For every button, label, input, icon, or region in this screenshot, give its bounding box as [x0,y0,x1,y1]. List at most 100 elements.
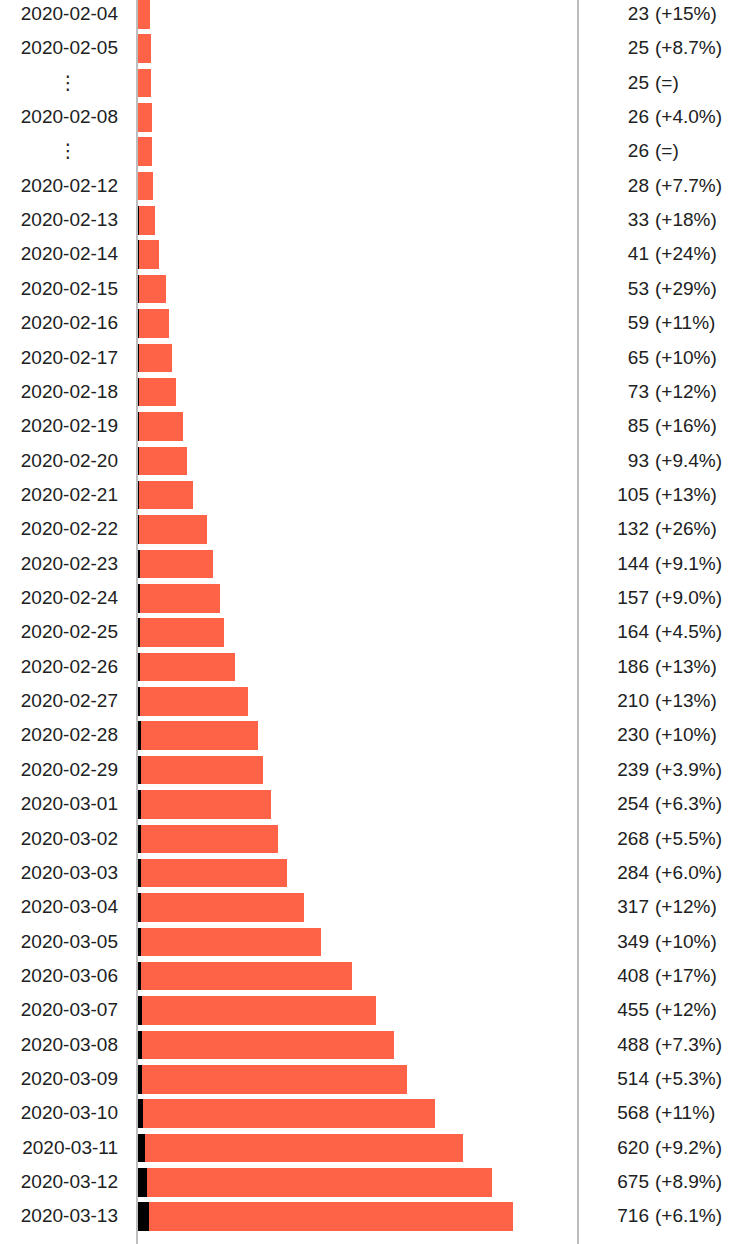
date-label: 2020-03-06 [18,962,118,991]
chart-row: 2020-03-06408(+17%) [0,962,755,991]
value-label: 85 [578,412,649,441]
date-label: 2020-02-04 [18,0,118,29]
value-label: 132 [578,515,649,544]
cases-bar-segment [139,240,160,269]
chart-row: 2020-02-27 210(+13%) [0,687,755,716]
value-label: 73 [578,378,649,407]
value-label: 675 [578,1168,649,1197]
date-label: 2020-02-28 [18,721,118,750]
bar-track [138,309,169,338]
change-percent-label: (+16%) [655,412,717,441]
date-label: 2020-02-16 [18,309,118,338]
bar-track [138,687,248,716]
date-label: 2020-02-13 [18,206,118,235]
bar-track [138,412,183,441]
value-label: 317 [578,893,649,922]
change-percent-label: (+13%) [655,481,717,510]
change-percent-label: (+13%) [655,687,717,716]
chart-row: 2020-02-29239(+3.9%) [0,756,755,785]
date-label: 2020-02-14 [18,240,118,269]
bar-track [138,825,278,854]
change-percent-label: (+11%) [655,1099,715,1128]
bar-track [138,103,152,132]
change-percent-label: (+4.5%) [655,618,722,647]
value-label: 268 [578,825,649,854]
bar-track [138,1202,513,1231]
chart-row: 2020-03-11 620(+9.2%) [0,1134,755,1163]
cases-bar-segment [138,103,152,132]
chart-row: 2020-02-1441(+24%) [0,240,755,269]
bar-track [138,756,263,785]
change-percent-label: (=) [655,137,679,166]
cases-bar-segment [138,0,150,29]
date-label: 2020-02-23 [18,550,118,579]
chart-row: 2020-03-12 675(+8.9%) [0,1168,755,1197]
value-label: 455 [578,996,649,1025]
chart-row: 2020-02-21105(+13%) [0,481,755,510]
date-label: 2020-02-26 [18,653,118,682]
chart-row: 2020-03-10568(+11%) [0,1099,755,1128]
value-label: 716 [578,1202,649,1231]
bar-track [138,481,193,510]
value-label: 59 [578,309,649,338]
value-label: 26 [578,137,649,166]
change-percent-label: (+12%) [655,996,717,1025]
change-percent-label: (+6.0%) [655,859,722,888]
change-percent-label: (+9.2%) [655,1134,722,1163]
chart-row: ⋮25(=) [0,69,755,98]
date-label: 2020-03-11 [18,1134,118,1163]
bar-track [138,69,151,98]
value-label: 568 [578,1099,649,1128]
bar-track [138,653,235,682]
cases-bar-segment [140,618,224,647]
date-label: 2020-03-04 [18,893,118,922]
chart-row: 2020-02-0423(+15%) [0,0,755,29]
change-percent-label: (+7.7%) [655,172,722,201]
bar-track [138,137,152,166]
change-percent-label: (+3.9%) [655,756,722,785]
date-label: 2020-03-09 [18,1065,118,1094]
change-percent-label: (+8.9%) [655,1168,722,1197]
leading-black-bar-segment [138,1202,149,1231]
cases-bar-segment [141,928,321,957]
value-label: 620 [578,1134,649,1163]
change-percent-label: (+4.0%) [655,103,722,132]
chart-row: 2020-03-09514(+5.3%) [0,1065,755,1094]
value-label: 514 [578,1065,649,1094]
cases-bar-segment [145,1134,463,1163]
chart-row: 2020-02-1873(+12%) [0,378,755,407]
bar-track [138,344,172,373]
chart-row: 2020-02-26186(+13%) [0,653,755,682]
date-label: 2020-02-17 [18,344,118,373]
change-percent-label: (+7.3%) [655,1031,722,1060]
date-label: 2020-03-01 [18,790,118,819]
date-label: 2020-02-19 [18,412,118,441]
value-label: 210 [578,687,649,716]
cases-bar-segment [141,825,279,854]
chart-row: 2020-02-28230(+10%) [0,721,755,750]
bar-track [138,172,153,201]
value-label: 23 [578,0,649,29]
bar-track [138,1065,407,1094]
bar-track [138,275,166,304]
date-label: 2020-02-27 [18,687,118,716]
cases-bar-segment [139,206,156,235]
chart-row: 2020-02-1659(+11%) [0,309,755,338]
cases-bar-segment [140,550,213,579]
date-label: 2020-03-12 [18,1168,118,1197]
date-label: 2020-02-21 [18,481,118,510]
chart-row: 2020-03-05349(+10%) [0,928,755,957]
chart-row: 2020-02-1765(+10%) [0,344,755,373]
value-label: 284 [578,859,649,888]
cases-bar-segment [149,1202,513,1231]
bar-track [138,1134,463,1163]
chart-row: 2020-02-22132(+26%) [0,515,755,544]
cases-bar-segment [141,962,352,991]
value-label: 488 [578,1031,649,1060]
bar-track [138,1168,492,1197]
change-percent-label: (=) [655,69,679,98]
value-label: 33 [578,206,649,235]
date-label: 2020-03-08 [18,1031,118,1060]
value-label: 164 [578,618,649,647]
change-percent-label: (+12%) [655,378,717,407]
